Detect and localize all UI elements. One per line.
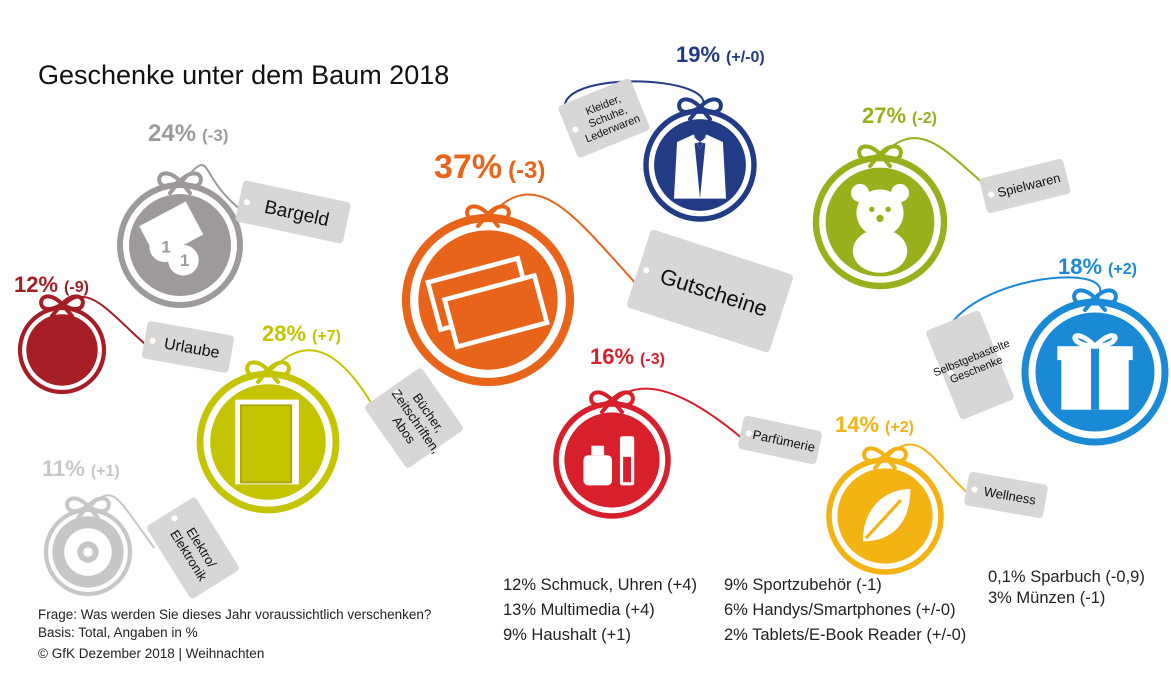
value-label: 12% (-9) [14,272,89,297]
beach-chair-icon [42,328,81,371]
other-item: 12% Schmuck, Uhren (+4) [503,576,697,594]
bow-icon [65,496,111,520]
cd-icon [64,528,112,576]
value-label: 16% (-3) [590,344,665,369]
leaf-icon [862,489,911,542]
category-tag: Wellness [964,471,1048,519]
other-items-column-3: 0,1% Sparbuch (-0,9) 3% Münzen (-1) [988,567,1145,609]
chart-title: Geschenke unter dem Baum 2018 [38,60,450,90]
ornament-fill [26,314,98,386]
category-tag: Kleider,Schuhe,Lederwaren [558,78,650,158]
footer-copyright: © GfK Dezember 2018 | Weihnachten [38,646,265,661]
category-tag: Bücher,Zeitschriften,Abos [365,368,463,468]
category-wellness: 14% (+2) Wellness [826,412,1048,575]
teddy-bear-icon [850,183,910,273]
other-item: 9% Haushalt (+1) [503,626,631,644]
bow-icon [862,446,908,470]
tag-string [487,193,644,292]
value-label: 24% (-3) [148,120,229,147]
perfume-icon [583,436,635,486]
ornament-ring [17,305,107,395]
tag-string [564,80,705,119]
category-tag: Urlaube [142,321,234,373]
ornament-ring [1021,298,1169,446]
value-label: 14% (+2) [835,412,914,437]
value-label: 11% (+1) [42,456,120,481]
other-item: 13% Multimedia (+4) [503,601,655,619]
ornament-ring [553,401,671,519]
category-bargeld: 24% (-3) Bargeld [117,120,351,308]
other-item: 9% Sportzubehör (-1) [724,576,882,594]
ornament-ring [826,457,944,575]
svg-text:1: 1 [180,251,189,270]
category-elektronik: 11% (+1) Elektro/Elektronik [42,456,239,599]
ornament-ring [196,370,340,514]
suit-icon [673,134,727,199]
tag-string [61,295,150,348]
ornament-ring [812,154,948,290]
footer-question: Frage: Was werden Sie dieses Jahr voraus… [38,607,432,622]
category-tag: Spielwaren [979,158,1071,214]
ornament-ring [643,108,757,222]
category-tag: Gutscheine [627,229,793,353]
value-label: 37% (-3) [434,148,545,186]
gift-icon [1057,333,1133,410]
other-items-column-1: 12% Schmuck, Uhren (+4) 13% Multimedia (… [503,573,697,648]
ornament-ring [43,507,133,597]
category-parfuemerie: 16% (-3) Parfümerie [553,344,822,519]
svg-text:1: 1 [161,238,170,257]
category-tag: SelbstgebastelteGeschenke [926,310,1014,420]
bow-icon [857,144,903,168]
category-urlaube: 12% (-9) Urlaube [14,272,234,395]
value-label: 19% (+/-0) [676,42,765,67]
other-item: 0,1% Sparbuch (-0,9) [988,568,1145,586]
other-items-column-2: 9% Sportzubehör (-1) 6% Handys/Smartphon… [724,573,966,648]
bow-icon [677,97,723,121]
bow-icon [589,390,635,414]
ornament-ring [117,182,243,308]
category-tag: Parfümerie [738,415,822,465]
ornament-ring [401,213,575,387]
bow-icon [39,294,85,318]
voucher-icon [425,255,550,350]
book-icon [235,399,299,485]
value-label: 28% (+7) [262,321,341,346]
footer-basis: Basis: Total, Angaben in % [38,625,198,640]
bow-icon [245,360,291,384]
bow-icon [157,171,203,195]
value-label: 18% (+2) [1058,254,1137,279]
value-label: 27% (-2) [862,103,937,128]
other-item: 2% Tablets/E-Book Reader (+/-0) [724,626,967,644]
category-kleider: 19% (+/-0) Kleider,Schuhe,Lederwaren [558,42,765,222]
money-icon: 11 [139,201,204,276]
other-item: 3% Münzen (-1) [988,589,1106,607]
other-item: 6% Handys/Smartphones (+/-0) [724,601,956,619]
category-tag: Bargeld [235,180,351,244]
bow-icon [1072,288,1118,312]
category-tag: Elektro/Elektronik [147,497,239,599]
bow-icon [465,204,511,228]
